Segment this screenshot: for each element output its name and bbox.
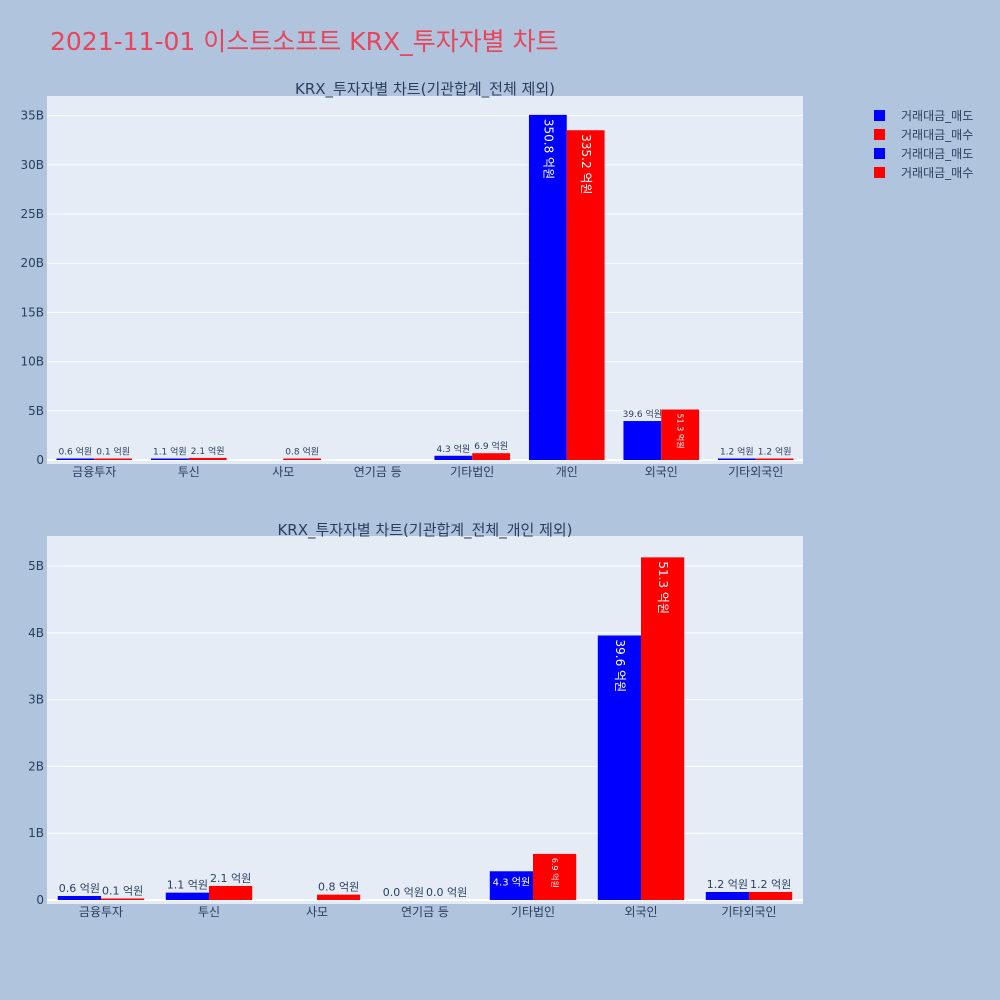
data-label: 2.1 억원 — [191, 445, 225, 457]
y-tick-label: 30B — [20, 158, 44, 172]
legend[interactable]: 거래대금_매도 거래대금_매수 거래대금_매도 거래대금_매수 — [874, 106, 973, 182]
bar — [317, 894, 361, 900]
bar — [188, 457, 227, 460]
x-tick-label: 투신 — [198, 905, 220, 919]
x-tick-label: 연기금 등 — [354, 465, 402, 479]
legend-item[interactable]: 거래대금_매도 — [874, 106, 973, 125]
data-label: 51.3 억원 — [656, 561, 670, 614]
legend-swatch — [874, 110, 885, 121]
data-label: 6.9 억원 — [550, 858, 560, 888]
legend-item[interactable]: 거래대금_매수 — [874, 125, 973, 144]
x-tick-label: 금융투자 — [72, 465, 116, 479]
y-tick-label: 4B — [28, 626, 44, 640]
legend-item[interactable]: 거래대금_매수 — [874, 163, 973, 182]
bar — [623, 421, 662, 460]
data-label: 39.6 억원 — [623, 408, 662, 420]
bar — [661, 409, 700, 460]
y-tick-label: 10B — [20, 355, 44, 369]
plot-area — [47, 96, 803, 464]
bar — [165, 892, 209, 900]
data-label: 1.1 억원 — [167, 879, 208, 892]
x-tick-label: 기타외국인 — [721, 905, 776, 919]
bar — [283, 458, 322, 460]
legend-swatch — [874, 129, 885, 140]
bar — [533, 853, 577, 900]
chart-title: KRX_투자자별 차트(기관합계_전체 제외) — [295, 80, 555, 99]
data-label: 2.1 억원 — [210, 872, 251, 885]
data-label: 1.1 억원 — [153, 446, 187, 458]
legend-swatch — [874, 148, 885, 159]
y-tick-label: 2B — [28, 759, 44, 773]
bar — [566, 130, 605, 461]
x-tick-label: 사모 — [272, 465, 294, 479]
y-tick-label: 5B — [28, 559, 44, 573]
bar — [56, 458, 95, 460]
bar — [472, 453, 511, 460]
page-title: 2021-11-01 이스트소프트 KRX_투자자별 차트 — [50, 27, 559, 56]
data-label: 39.6 억원 — [613, 640, 627, 693]
data-label: 0.6 억원 — [59, 882, 100, 895]
data-label: 1.2 억원 — [707, 878, 748, 891]
data-label: 0.0 억원 — [426, 886, 467, 899]
bar — [717, 458, 756, 460]
y-tick-label: 20B — [20, 256, 44, 270]
data-label: 1.2 억원 — [720, 446, 754, 458]
data-label: 1.2 억원 — [758, 446, 792, 458]
legend-swatch — [874, 167, 885, 178]
y-tick-label: 25B — [20, 207, 44, 221]
legend-item[interactable]: 거래대금_매도 — [874, 144, 973, 163]
x-tick-label: 금융투자 — [79, 905, 123, 919]
x-tick-label: 기타외국인 — [728, 465, 783, 479]
data-label: 0.0 억원 — [383, 886, 424, 899]
data-label: 0.8 억원 — [318, 881, 359, 894]
x-tick-label: 사모 — [306, 905, 328, 919]
bar — [641, 557, 685, 900]
x-tick-label: 기타법인 — [450, 465, 494, 479]
bar — [528, 114, 567, 461]
bar — [101, 898, 145, 900]
x-tick-label: 투신 — [178, 465, 200, 479]
x-tick-label: 기타법인 — [511, 905, 555, 919]
bar — [749, 891, 793, 900]
legend-label: 거래대금_매수 — [901, 128, 974, 142]
y-tick-label: 3B — [28, 693, 44, 707]
x-tick-label: 연기금 등 — [401, 905, 449, 919]
data-label: 0.6 억원 — [58, 446, 92, 458]
legend-label: 거래대금_매도 — [901, 147, 974, 161]
bar — [94, 458, 133, 460]
data-label: 1.2 억원 — [750, 878, 791, 891]
data-label: 350.8 억원 — [541, 119, 555, 179]
x-tick-label: 개인 — [556, 465, 578, 479]
x-tick-label: 외국인 — [645, 465, 678, 479]
data-label: 4.3 억원 — [436, 443, 470, 455]
y-tick-label: 5B — [28, 404, 44, 418]
data-label: 51.3 억원 — [676, 414, 686, 449]
legend-label: 거래대금_매도 — [901, 109, 974, 123]
bar — [489, 871, 533, 900]
data-label: 0.1 억원 — [96, 446, 130, 458]
bar — [597, 635, 641, 900]
y-tick-label: 35B — [20, 109, 44, 123]
y-tick-label: 0 — [36, 453, 44, 467]
bar — [434, 455, 473, 460]
bar — [57, 895, 101, 900]
y-tick-label: 0 — [36, 893, 44, 907]
bar — [705, 891, 749, 900]
plot-area — [47, 536, 803, 904]
data-label: 6.9 억원 — [474, 440, 508, 452]
data-label: 335.2 억원 — [579, 134, 593, 194]
y-tick-label: 15B — [20, 305, 44, 319]
bar — [755, 458, 794, 460]
chart-title: KRX_투자자별 차트(기관합계_전체_개인 제외) — [277, 521, 572, 540]
data-label: 0.1 억원 — [102, 885, 143, 898]
bar — [209, 885, 253, 900]
x-tick-label: 외국인 — [624, 905, 657, 919]
data-label: 0.8 억원 — [285, 446, 319, 458]
bar — [150, 458, 189, 460]
y-tick-label: 1B — [28, 826, 44, 840]
legend-label: 거래대금_매수 — [901, 166, 974, 180]
data-label: 4.3 억원 — [493, 876, 530, 888]
